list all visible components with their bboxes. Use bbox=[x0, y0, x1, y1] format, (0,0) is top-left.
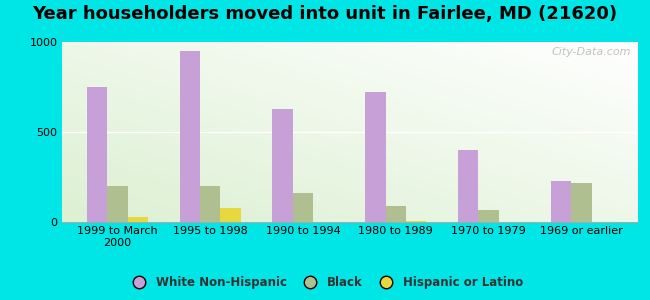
Bar bbox=[571, 183, 592, 222]
Bar bbox=[179, 51, 200, 222]
Bar bbox=[107, 186, 127, 222]
Bar bbox=[220, 208, 240, 222]
Bar bbox=[406, 221, 426, 222]
Text: City-Data.com: City-Data.com bbox=[552, 47, 631, 57]
Text: Year householders moved into unit in Fairlee, MD (21620): Year householders moved into unit in Fai… bbox=[32, 4, 617, 22]
Bar bbox=[272, 109, 292, 222]
Bar bbox=[385, 206, 406, 222]
Bar bbox=[478, 210, 499, 222]
Bar bbox=[292, 193, 313, 222]
Bar bbox=[200, 186, 220, 222]
Bar bbox=[365, 92, 385, 222]
Bar bbox=[87, 87, 107, 222]
Legend: White Non-Hispanic, Black, Hispanic or Latino: White Non-Hispanic, Black, Hispanic or L… bbox=[122, 272, 528, 294]
Bar bbox=[458, 150, 478, 222]
Bar bbox=[127, 217, 148, 222]
Bar bbox=[551, 181, 571, 222]
